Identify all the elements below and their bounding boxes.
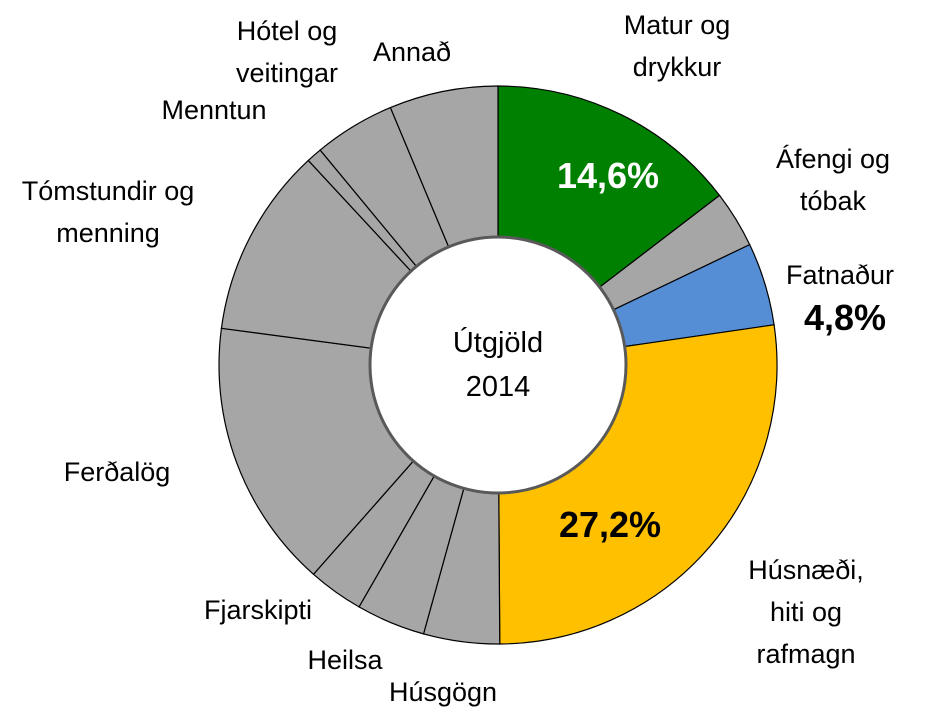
slice-label: Fatnaður [785,260,895,290]
value-label: 27,2% [558,504,662,545]
slice-label: Menntun [161,95,267,125]
slice-label: Áfengi og tóbak [775,144,891,216]
value-label: 14,6% [556,155,660,196]
slice-label: Húsnæði, hiti og rafmagn [748,555,864,669]
slice-label: Fjarskipti [203,595,312,625]
slice-label: Heilsa [307,645,383,675]
center-label: Útgjöld 2014 [452,327,544,403]
value-label: 4,8% [803,297,887,338]
slice-label: Húsgögn [388,677,498,707]
slice-label: Annað [372,37,452,67]
slice-label: Tómstundir og menning [21,176,195,248]
slice-label: Ferðalög [63,457,171,487]
slice-label: Hótel og veitingar [235,16,339,88]
donut-hole [368,235,628,495]
slice-label: Matur og drykkur [623,10,731,82]
